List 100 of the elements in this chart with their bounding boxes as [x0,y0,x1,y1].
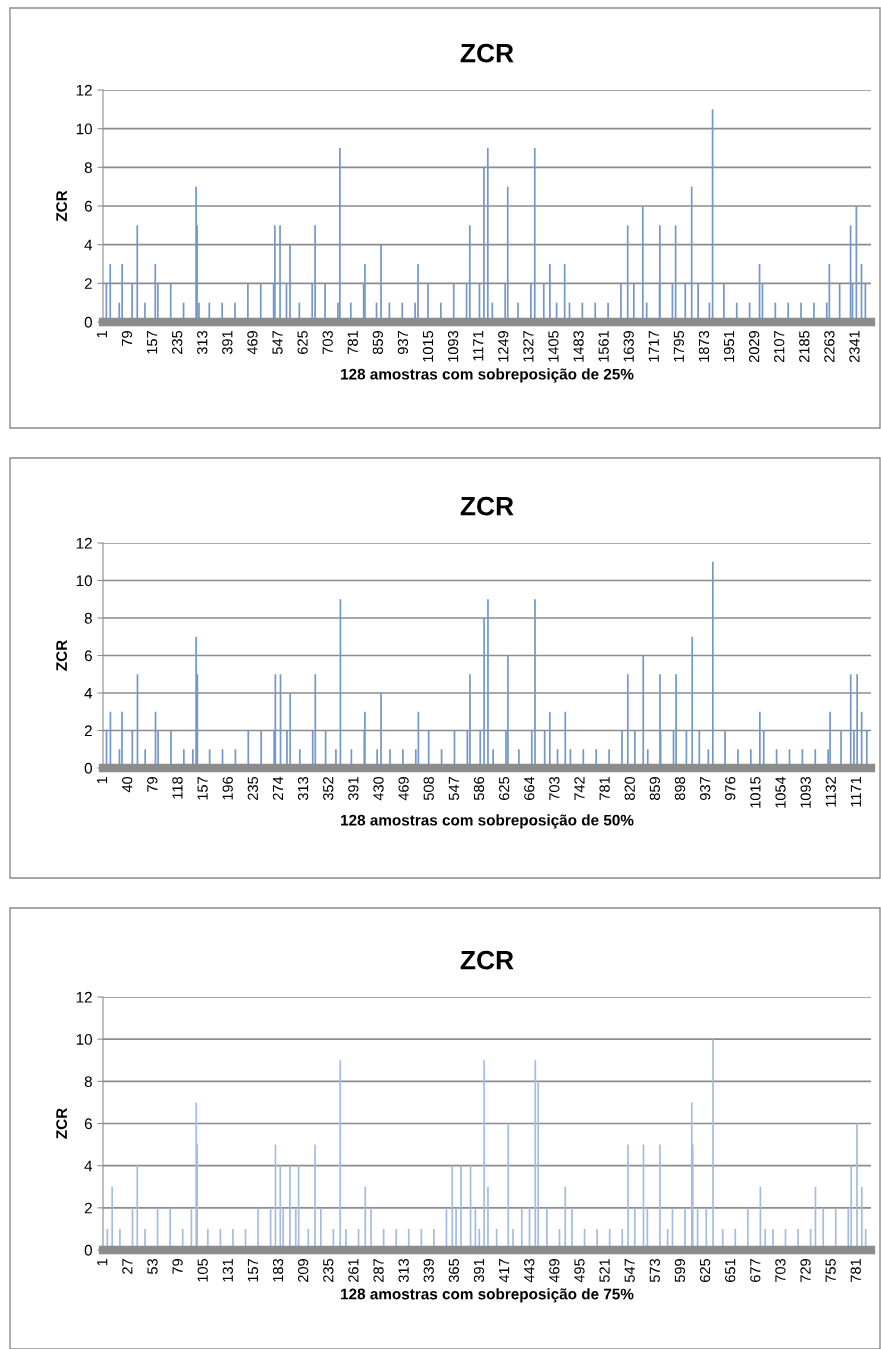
x-tick-label: 1 [97,777,108,784]
y-tick-label: 0 [84,1244,92,1256]
x-tick-label: 1015 [750,776,761,808]
x-tick-label: 1717 [648,331,659,362]
chart-title: ZCR [460,496,514,516]
y-tick-label: 0 [84,316,92,328]
x-tick-label: 703 [775,1258,786,1282]
y-tick-label: 4 [84,688,93,699]
x-tick-label: 729 [800,1259,811,1282]
x-tick-label: 859 [649,777,661,801]
x-tick-label: 157 [197,777,208,800]
x-tick-label: 313 [197,330,208,355]
x-tick-label: 2341 [849,331,860,363]
x-tick-label: 1873 [698,330,710,362]
x-tick-label: 651 [725,1259,736,1282]
x-tick-label: 2107 [774,331,785,363]
y-tick-label: 6 [84,200,92,212]
x-tick-label: 521 [599,1259,610,1283]
x-tick-label: 469 [549,1259,560,1283]
x-tick-label: 196 [222,776,233,800]
x-tick-label: 1483 [573,330,584,362]
y-tick-label: 6 [84,650,92,662]
x-tick-label: 105 [197,1258,208,1282]
x-tick-label: 274 [272,776,283,800]
y-tick-label: 2 [84,725,92,737]
x-tick-label: 820 [624,776,635,801]
x-tick-label: 183 [272,1258,284,1282]
x-tick-label: 703 [322,330,333,354]
x-tick-label: 742 [574,777,585,800]
x-tick-label: 1 [97,1259,108,1266]
x-tick-label: 1 [96,331,107,338]
x-tick-label: 261 [348,1259,359,1282]
x-axis-title: 128 amostras com sobreposição de 50% [341,814,634,829]
y-tick-label: 8 [84,1076,92,1088]
x-tick-label: 2263 [824,330,835,363]
x-tick-label: 1561 [598,331,609,362]
x-tick-label: 1054 [775,776,786,808]
y-tick-label: 4 [84,239,93,251]
x-tick-label: 625 [699,1258,711,1282]
x-tick-label: 1132 [825,777,836,807]
x-tick-label: 40 [122,776,133,793]
x-tick-label: 157 [147,331,158,354]
x-tick-label: 1093 [447,330,459,362]
y-tick-label: 6 [84,1118,92,1130]
x-tick-label: 391 [473,1259,485,1283]
x-tick-label: 573 [649,1258,660,1283]
x-tick-label: 937 [397,331,409,354]
x-tick-label: 508 [423,776,434,801]
x-tick-label: 287 [373,1259,384,1282]
x-tick-label: 235 [247,776,258,800]
y-tick-label: 2 [84,278,92,289]
y-axis-title: ZCR [56,640,68,671]
x-tick-label: 1171 [850,777,861,807]
x-tick-label: 1093 [800,776,811,808]
x-tick-label: 1171 [473,331,484,361]
x-tick-label: 391 [348,777,359,801]
x-tick-label: 79 [121,331,133,346]
x-tick-label: 2029 [748,331,760,363]
y-tick-label: 12 [76,84,92,96]
x-tick-label: 53 [147,1258,158,1274]
y-tick-label: 10 [76,575,92,587]
y-tick-label: 12 [76,991,92,1003]
x-tick-label: 79 [147,777,158,792]
x-tick-label: 781 [599,777,610,800]
x-tick-label: 1249 [498,331,509,362]
x-tick-label: 937 [699,777,711,800]
y-tick-label: 10 [76,1034,92,1045]
y-tick-label: 0 [84,762,92,774]
x-tick-label: 976 [725,776,736,800]
x-tick-label: 898 [674,776,686,801]
x-tick-label: 599 [674,1259,686,1283]
x-tick-label: 131 [222,1259,233,1282]
x-tick-label: 430 [373,776,384,801]
x-tick-label: 625 [297,330,308,354]
x-tick-label: 625 [498,776,510,800]
x-tick-label: 781 [850,1259,861,1282]
x-tick-label: 443 [524,1258,535,1283]
x-tick-label: 391 [222,331,233,355]
x-tick-label: 1015 [422,330,434,362]
y-tick-label: 10 [76,123,92,135]
x-tick-label: 1795 [673,330,685,362]
x-tick-label: 1639 [623,331,634,362]
x-tick-label: 313 [297,776,309,801]
x-tick-label: 313 [398,1258,409,1283]
y-tick-label: 8 [84,612,92,624]
x-axis-title: 128 amostras com sobreposição de 25% [341,368,634,383]
x-tick-label: 1405 [548,330,559,362]
x-tick-label: 547 [272,331,283,355]
y-axis-title: ZCR [56,1108,68,1139]
y-tick-label: 12 [76,537,92,549]
x-tick-label: 586 [473,776,485,801]
x-tick-label: 339 [423,1259,434,1283]
x-tick-label: 755 [825,1258,836,1282]
y-tick-label: 8 [84,162,92,174]
x-tick-label: 547 [624,1259,635,1283]
x-tick-label: 235 [323,1258,334,1282]
x-tick-label: 157 [247,1259,259,1282]
x-tick-label: 235 [172,330,183,354]
chart-title: ZCR [460,43,514,63]
x-tick-label: 495 [574,1258,585,1283]
